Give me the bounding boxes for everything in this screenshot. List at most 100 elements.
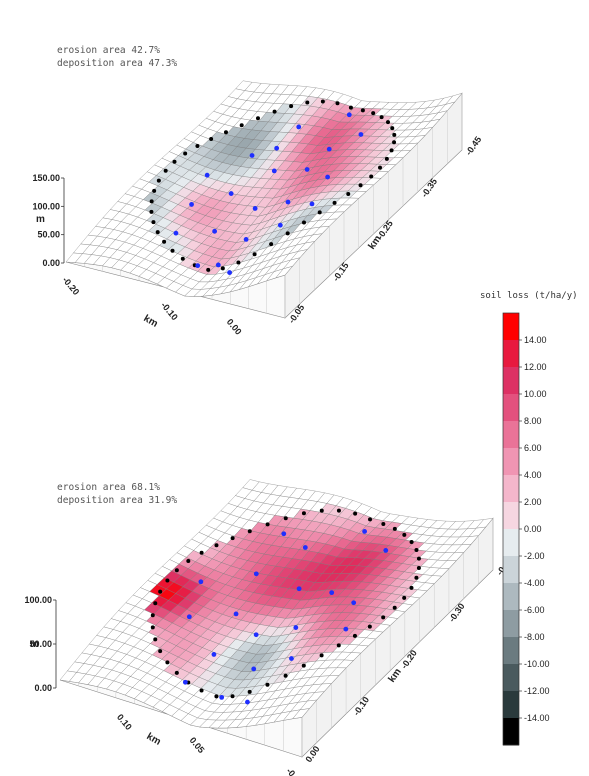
boundary-marker bbox=[163, 168, 168, 173]
boundary-marker bbox=[346, 191, 351, 196]
sample-marker bbox=[329, 590, 335, 596]
boundary-marker bbox=[153, 601, 158, 606]
boundary-marker bbox=[371, 111, 376, 116]
sample-marker bbox=[251, 666, 257, 672]
sample-marker bbox=[358, 132, 364, 137]
boundary-marker bbox=[390, 126, 395, 131]
boundary-marker bbox=[384, 156, 389, 161]
boundary-marker bbox=[183, 151, 188, 156]
boundary-marker bbox=[335, 101, 340, 106]
colorbar-tick-label: -10.00 bbox=[524, 659, 550, 669]
colorbar-swatch bbox=[503, 313, 519, 341]
boundary-marker bbox=[369, 174, 374, 179]
sample-marker bbox=[233, 611, 239, 617]
boundary-marker bbox=[149, 199, 154, 204]
sample-marker bbox=[219, 694, 225, 700]
boundary-marker bbox=[214, 694, 219, 699]
boundary-marker bbox=[414, 547, 419, 552]
boundary-marker bbox=[150, 613, 155, 618]
colorbar-tick-label: -2.00 bbox=[524, 551, 545, 561]
sample-marker bbox=[189, 202, 194, 207]
bottom-surface-panel: erosion area 68.1% deposition area 31.9% 1… bbox=[24, 479, 514, 776]
area-annotation: erosion area 68.1% bbox=[57, 482, 160, 493]
z-tick-label: 50.00 bbox=[37, 230, 60, 240]
area-annotation: deposition area 31.9% bbox=[57, 495, 177, 506]
boundary-marker bbox=[336, 508, 341, 513]
boundary-marker bbox=[206, 267, 211, 272]
boundary-marker bbox=[269, 242, 274, 247]
boundary-marker bbox=[283, 516, 288, 521]
boundary-marker bbox=[285, 231, 290, 236]
boundary-marker bbox=[155, 230, 160, 235]
sample-marker bbox=[245, 699, 250, 705]
boundary-marker bbox=[392, 132, 397, 137]
colorbar-swatch bbox=[503, 529, 519, 557]
boundary-marker bbox=[301, 663, 306, 668]
colorbar-tick-label: -8.00 bbox=[524, 632, 545, 642]
colorbar-swatch bbox=[503, 475, 519, 503]
sample-marker bbox=[346, 112, 352, 118]
boundary-marker bbox=[409, 540, 414, 545]
boundary-marker bbox=[209, 136, 214, 141]
sample-marker bbox=[293, 625, 299, 630]
colorbar-swatch bbox=[503, 394, 519, 422]
boundary-marker bbox=[236, 260, 241, 265]
boundary-marker bbox=[416, 565, 421, 570]
boundary-marker bbox=[319, 508, 324, 513]
sample-marker bbox=[228, 191, 234, 196]
boundary-marker bbox=[265, 522, 270, 527]
z-tick-label: 50.00 bbox=[29, 639, 52, 649]
boundary-marker bbox=[170, 248, 175, 253]
sample-marker bbox=[296, 124, 302, 130]
boundary-marker bbox=[392, 526, 397, 531]
z-axis-label: m bbox=[30, 639, 39, 650]
colorbar-tick-label: 12.00 bbox=[524, 362, 547, 372]
colorbar-tick-label: -14.00 bbox=[524, 713, 550, 723]
sample-marker bbox=[325, 174, 330, 180]
colorbar-tick-label: 8.00 bbox=[524, 416, 542, 426]
boundary-marker bbox=[301, 511, 306, 516]
colorbar-title: soil loss (t/ha/y) bbox=[480, 291, 578, 301]
sample-marker bbox=[383, 547, 389, 553]
z-tick-label: 100.00 bbox=[32, 201, 60, 211]
sample-marker bbox=[309, 201, 315, 207]
x-axis-label: km bbox=[142, 313, 160, 330]
surface-cell bbox=[292, 708, 310, 719]
boundary-marker bbox=[352, 633, 357, 638]
boundary-marker bbox=[381, 615, 386, 620]
colorbar-tick-label: 0.00 bbox=[524, 524, 542, 534]
colorbar-swatch bbox=[503, 340, 519, 368]
boundary-marker bbox=[158, 589, 163, 594]
x-tick-label: 0.05 bbox=[188, 735, 207, 755]
colorbar-swatch bbox=[503, 421, 519, 449]
sample-marker bbox=[212, 228, 218, 234]
boundary-marker bbox=[416, 556, 421, 561]
boundary-marker bbox=[199, 550, 204, 555]
boundary-marker bbox=[149, 209, 154, 214]
colorbar-tick-label: 6.00 bbox=[524, 443, 542, 453]
boundary-marker bbox=[162, 239, 167, 244]
x-tick-label: 0.10 bbox=[115, 712, 134, 732]
boundary-marker bbox=[152, 188, 157, 193]
boundary-marker bbox=[153, 637, 158, 642]
boundary-marker bbox=[332, 200, 337, 205]
boundary-marker bbox=[172, 159, 177, 164]
sample-marker bbox=[253, 632, 259, 638]
sample-marker bbox=[362, 529, 367, 534]
colorbar-tick-label: 14.00 bbox=[524, 335, 547, 345]
boundary-marker bbox=[319, 653, 324, 658]
boundary-marker bbox=[283, 673, 288, 678]
boundary-marker bbox=[195, 143, 200, 148]
sample-marker bbox=[195, 263, 201, 269]
top-surface-panel: erosion area 42.7% deposition area 47.3% 1… bbox=[32, 45, 483, 337]
x-tick-label: -0.10 bbox=[159, 300, 180, 322]
boundary-marker bbox=[289, 104, 294, 109]
z-tick-label: 100.00 bbox=[24, 595, 52, 605]
colorbar-swatch bbox=[503, 718, 519, 746]
boundary-marker bbox=[255, 116, 260, 121]
boundary-marker bbox=[367, 624, 372, 629]
boundary-marker bbox=[348, 105, 353, 110]
boundary-marker bbox=[214, 543, 219, 548]
boundary-marker bbox=[379, 115, 384, 120]
boundary-marker bbox=[336, 643, 341, 648]
